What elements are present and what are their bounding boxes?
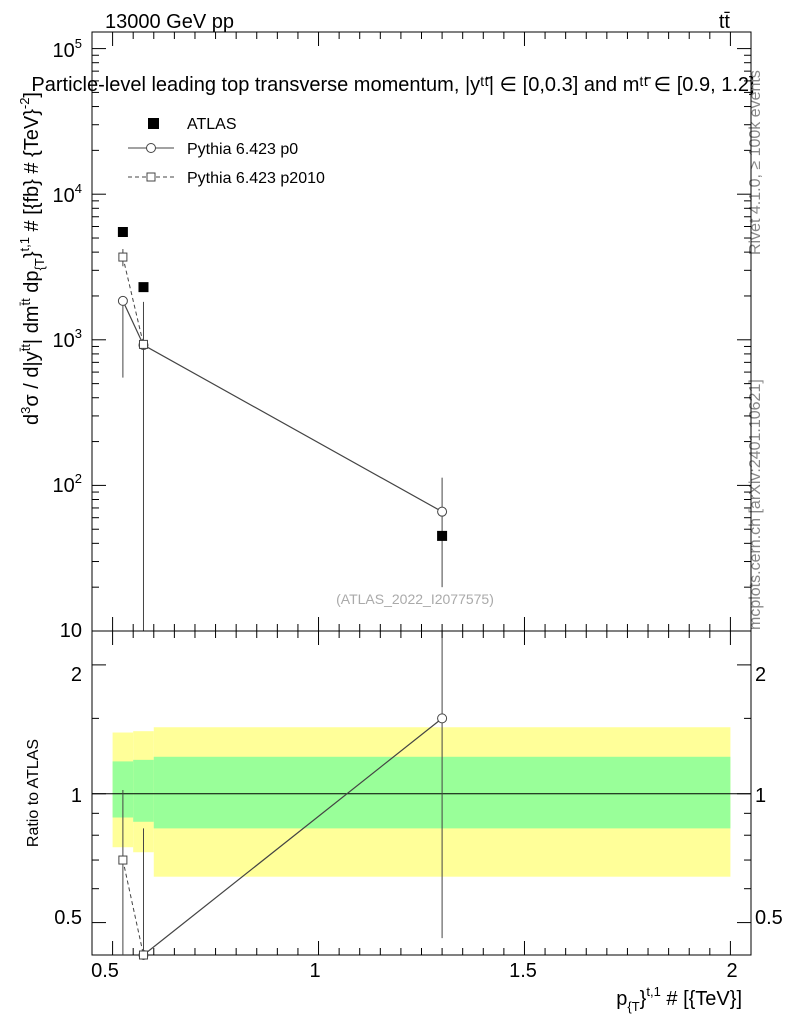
- legend-marker-p0: [146, 143, 156, 153]
- ratio-p2010-point: [138, 950, 148, 960]
- x-tick-label: 2: [726, 960, 737, 982]
- ratio-y-axis-label: Ratio to ATLAS: [25, 739, 42, 847]
- main-y-tick-base: 10: [53, 330, 75, 352]
- main-y-tick-exp: 5: [75, 36, 82, 51]
- ylabel-sup-tt1: t̄t: [18, 344, 33, 352]
- xlabel-brace: }: [640, 988, 647, 1010]
- ylabel-sup-tt2: t̄t: [18, 298, 33, 306]
- legend-label-atlas: ATLAS: [187, 116, 237, 133]
- ylabel-unit: # [{fb} # {TeV}: [21, 109, 43, 237]
- ratio-y-tick-label: 2: [71, 664, 82, 686]
- p2010-point: [118, 252, 128, 262]
- xlabel-unit: # [{TeV}]: [661, 988, 742, 1010]
- x-tick-label: 0.5: [91, 960, 119, 982]
- main-y-tick-label: 105: [53, 36, 82, 62]
- xlabel-sub-t: {T: [627, 999, 639, 1014]
- x-tick-label: 1.5: [509, 960, 537, 982]
- main-y-tick-base: 10: [60, 620, 82, 642]
- mcplots-label: mcplots.cern.ch [arXiv:2401.10621]: [747, 379, 764, 630]
- watermark: (ATLAS_2022_I2077575): [336, 591, 494, 607]
- atlas-point: [138, 282, 149, 293]
- p0-point: [117, 295, 128, 306]
- main-y-tick-exp: 2: [75, 471, 82, 486]
- process-label: tt̄: [719, 11, 731, 33]
- ylabel-d: d: [21, 414, 43, 425]
- atlas-point: [437, 530, 448, 541]
- ylabel-sup3: 3: [18, 407, 33, 414]
- legend-label-p2010: Pythia 6.423 p2010: [187, 170, 325, 187]
- legend-label-p0: Pythia 6.423 p0: [187, 141, 298, 158]
- ylabel-brace: }: [21, 251, 43, 258]
- ratio-y-tick-label-right: 2: [755, 664, 766, 686]
- main-y-tick-exp: 4: [75, 181, 82, 196]
- legend-marker-p2010: [146, 172, 156, 182]
- ratio-data-layer: [92, 631, 751, 960]
- main-y-tick-base: 10: [53, 185, 75, 207]
- ratio-y-tick-label: 1: [71, 785, 82, 807]
- main-y-tick-base: 10: [53, 475, 75, 497]
- x-tick-label: 1: [309, 960, 320, 982]
- xlabel-sup-t1: t,1: [646, 984, 660, 999]
- main-y-tick-label: 102: [53, 471, 82, 497]
- p2010-line: [122, 256, 144, 345]
- ratio-p0-point: [437, 713, 448, 724]
- energy-label: 13000 GeV pp: [105, 11, 234, 33]
- main-y-axis-label: d3σ / d|yt̄t| dmt̄t dp{T}t,1 # [{fb} # {…: [17, 92, 47, 425]
- legend: ATLAS Pythia 6.423 p0 Pythia 6.423 p2010: [128, 116, 325, 187]
- ylabel-dp: dp: [21, 270, 43, 298]
- atlas-point: [117, 226, 128, 237]
- ylabel-sup-t1: t,1: [17, 237, 32, 251]
- ylabel-close: ]: [21, 92, 43, 98]
- ylabel-dm: | dm: [21, 306, 43, 345]
- main-y-tick-base: 10: [53, 40, 75, 62]
- ylabel-sub-t: {T: [32, 258, 47, 270]
- main-y-tick-labels: 10 102 103 104 105: [53, 36, 82, 642]
- ratio-p2010-line: [122, 859, 144, 956]
- x-axis-label: p{T}t,1 # [{TeV}]: [616, 984, 742, 1014]
- ylabel-sigma: σ / d|y: [21, 351, 43, 406]
- p2010-point: [138, 339, 148, 349]
- p0-point: [437, 506, 448, 517]
- legend-marker-atlas: [148, 118, 159, 129]
- ratio-y-tick-label-right: 0.5: [755, 907, 783, 929]
- main-y-tick-label: 10: [60, 620, 82, 642]
- rivet-label: Rivet 4.1.0, ≥ 100k events: [747, 70, 764, 255]
- ylabel-sup-m2: -2: [17, 98, 32, 110]
- ratio-p0-line: [143, 717, 443, 956]
- xlabel-p: p: [616, 988, 627, 1010]
- p0-line: [122, 300, 443, 513]
- ratio-p2010-point: [118, 855, 128, 865]
- ratio-uncertainty-band-inner: [112, 761, 134, 818]
- main-y-tick-label: 104: [53, 181, 82, 207]
- ratio-y-tick-label-right: 1: [755, 785, 766, 807]
- ratio-uncertainty-band-inner: [133, 759, 154, 822]
- plot-title: Particle-level leading top transverse mo…: [31, 74, 754, 96]
- ratio-axis-ticks: [92, 631, 751, 955]
- main-y-tick-label: 103: [53, 326, 82, 352]
- main-axis-ticks: [92, 32, 751, 632]
- main-data-layer: [117, 226, 448, 631]
- main-y-tick-exp: 3: [75, 326, 82, 341]
- ratio-y-tick-label: 0.5: [54, 907, 82, 929]
